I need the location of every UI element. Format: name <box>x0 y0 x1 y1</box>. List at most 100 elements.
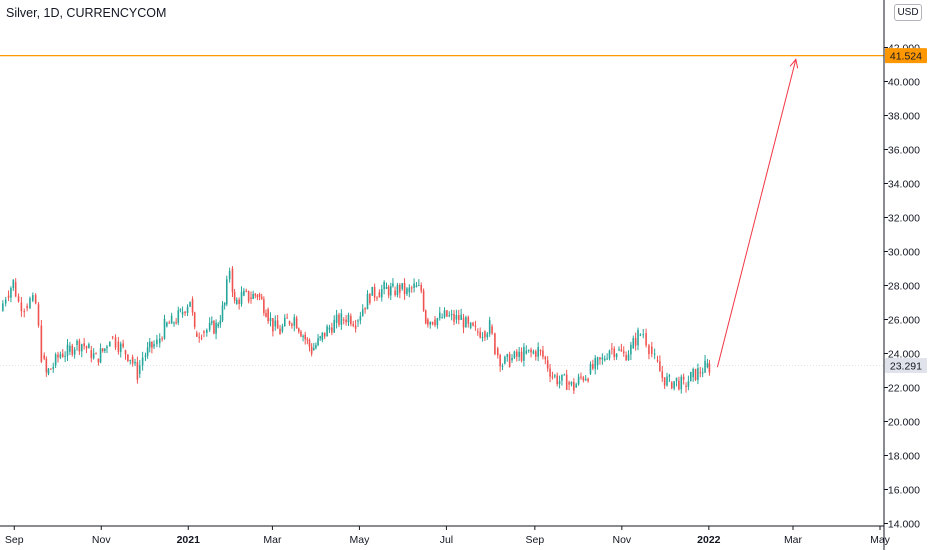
candle-body <box>317 338 319 346</box>
candle-body <box>446 310 448 317</box>
candle-body <box>613 348 616 358</box>
candle-body <box>283 317 286 327</box>
time-axis[interactable]: Sep Nov 2021 Mar May Jul Sep Nov 2022 Mar May <box>5 526 891 546</box>
candle-body <box>615 353 618 358</box>
candle-body <box>650 346 653 354</box>
candle-body <box>175 322 177 324</box>
candle-body <box>565 374 568 390</box>
candle-body <box>496 348 499 356</box>
candle-body <box>508 354 511 367</box>
candle-body <box>659 361 661 372</box>
candle-body <box>549 368 551 377</box>
candle-body <box>599 357 601 360</box>
candle-body <box>389 286 392 296</box>
y-tick-label: 14.000 <box>888 519 920 531</box>
candle-body <box>286 317 288 319</box>
candle-body <box>399 284 401 293</box>
candle-body <box>361 309 364 317</box>
x-tick-label: Nov <box>92 534 111 546</box>
candle-body <box>233 292 236 301</box>
candle-body <box>85 346 88 349</box>
candle-body <box>462 317 465 328</box>
candle-body <box>601 357 604 360</box>
candle-body <box>663 377 666 386</box>
candle-body <box>106 346 108 349</box>
candle-body <box>465 317 467 328</box>
candle-body <box>146 347 149 356</box>
candle-body <box>537 346 539 357</box>
candle-body <box>184 311 186 314</box>
candle-body <box>415 285 418 288</box>
candle-body <box>518 351 520 357</box>
candle-body <box>254 293 257 296</box>
candle-body <box>618 349 620 351</box>
candle-body <box>403 283 406 295</box>
candle-body <box>288 321 291 324</box>
candle-body <box>410 287 413 289</box>
candle-body <box>156 339 158 345</box>
candle-body <box>666 376 668 386</box>
candle-body <box>515 351 518 357</box>
candle-body <box>298 328 300 332</box>
projection-arrow[interactable] <box>716 58 799 368</box>
x-tick-label: Sep <box>526 534 545 546</box>
candle-body <box>92 353 95 359</box>
candle-body <box>189 301 191 307</box>
candle-body <box>424 310 427 324</box>
candle-body <box>95 353 97 355</box>
candle-body <box>556 375 558 385</box>
candle-body <box>73 349 76 355</box>
candle-body <box>252 293 254 299</box>
candle-body <box>699 372 702 374</box>
candle-body <box>80 344 83 352</box>
candle-body <box>281 326 284 332</box>
x-tick-label: Mar <box>263 534 282 546</box>
candle-body <box>413 283 415 288</box>
candle-body <box>422 290 425 311</box>
candle-body <box>333 319 336 333</box>
candle-body <box>427 319 429 325</box>
candle-body <box>494 333 496 355</box>
candle-body <box>546 360 549 369</box>
candle-body <box>191 299 194 313</box>
candle-body <box>378 292 381 298</box>
candle-body <box>111 336 114 338</box>
candle-body <box>582 377 585 381</box>
candle-body <box>577 376 580 385</box>
candle-body <box>642 334 645 336</box>
y-tick-label: 26.000 <box>888 315 920 327</box>
candle-body <box>596 357 599 366</box>
candle-body <box>453 313 455 322</box>
candle-body <box>342 319 345 321</box>
candle-body <box>179 309 182 311</box>
price-axis[interactable]: 14.000 16.000 18.000 20.000 22.000 24.000 26.0… <box>884 43 920 531</box>
candle-body <box>203 331 205 333</box>
candle-body <box>170 315 173 324</box>
candle-body <box>694 368 697 380</box>
candle-body <box>210 321 213 323</box>
candle-body <box>387 286 390 296</box>
candle-body <box>648 345 650 355</box>
candle-body <box>504 356 506 364</box>
candle-body <box>441 317 443 319</box>
candle-body <box>32 295 34 301</box>
candle-body <box>350 316 352 325</box>
candle-body <box>354 325 357 329</box>
currency-button[interactable]: USD <box>894 4 922 21</box>
candle-body <box>532 351 535 354</box>
candle-body <box>228 271 231 280</box>
candle-body <box>401 283 404 289</box>
last-price-badge-label: 23.291 <box>890 361 922 373</box>
candle-body <box>206 329 208 333</box>
candle-body <box>310 346 313 354</box>
x-tick-label: May <box>870 534 891 546</box>
candlestick-series <box>2 266 711 394</box>
candle-body <box>114 337 117 348</box>
candle-body <box>243 290 245 296</box>
candle-body <box>682 376 685 380</box>
candle-body <box>501 365 504 367</box>
candle-body <box>88 344 90 349</box>
price-badges: 41.524 23.291 <box>885 48 927 374</box>
candle-body <box>431 321 434 325</box>
